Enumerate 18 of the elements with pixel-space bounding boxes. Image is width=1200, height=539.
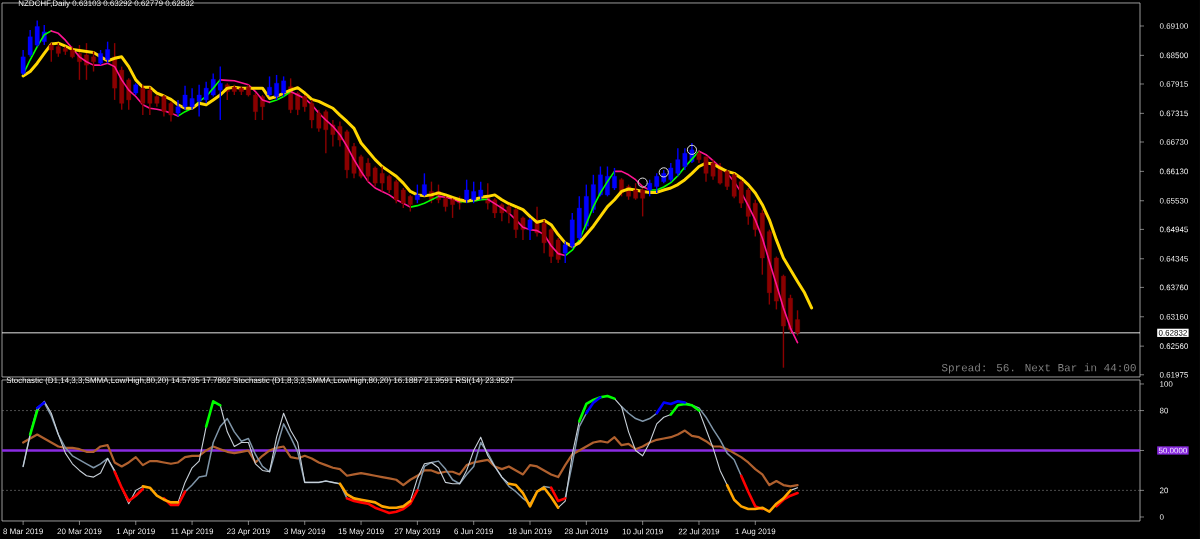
candlestick: [464, 179, 469, 204]
candlestick: [274, 74, 279, 101]
candlestick: [105, 40, 110, 64]
candlestick: [527, 217, 533, 241]
candlestick: [640, 185, 645, 218]
candlestick: [415, 183, 420, 204]
candlestick: [20, 49, 26, 76]
point: [658, 167, 669, 178]
candlestick: [795, 309, 800, 337]
candlestick: [450, 197, 455, 219]
line-series: [22, 429, 799, 488]
text: Spread: 56. Next Bar in 44:00: [941, 363, 1136, 374]
point: [686, 144, 698, 155]
candlestick: [91, 50, 96, 73]
candlestick: [281, 75, 286, 98]
point: [637, 177, 648, 188]
candlestick: [253, 92, 258, 121]
candlestick: [612, 167, 617, 191]
